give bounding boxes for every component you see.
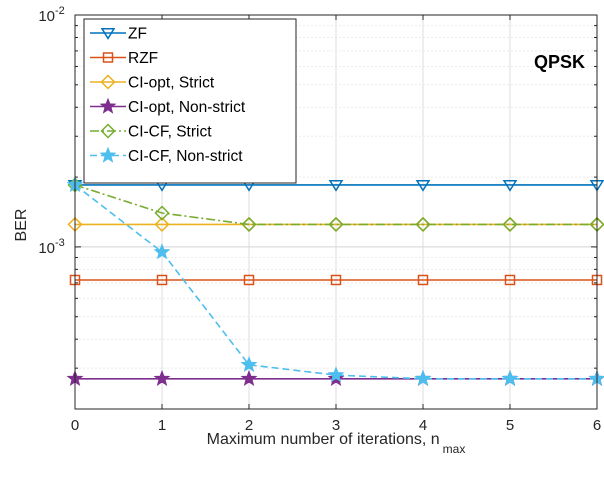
data-point [154, 216, 170, 232]
data-point [240, 355, 258, 373]
data-point [414, 369, 432, 386]
data-point [153, 243, 171, 260]
x-axis-title-main: Maximum number of iterations, n [207, 431, 440, 448]
data-point [502, 179, 518, 192]
legend: ZF RZF CI-opt, Strict CI-opt, Non-strict CI-… [83, 18, 297, 184]
data-point [241, 216, 257, 232]
annotation-text: QPSK [534, 52, 585, 72]
y-axis-title: BER [13, 209, 30, 242]
data-point [330, 274, 342, 286]
data-point [327, 366, 345, 383]
data-point [243, 274, 255, 286]
legend-label: CI-opt, Strict [128, 75, 215, 92]
y-tick-labels: 10-210-3 [38, 5, 64, 257]
y-tick-label-exponent: -2 [55, 5, 65, 17]
y-tick-label-base: 10 [38, 8, 55, 25]
legend-entry: CI-CF, Strict [90, 123, 212, 141]
legend-entry: RZF [90, 50, 158, 67]
legend-entry: CI-opt, Strict [90, 74, 215, 92]
x-axis-title: Maximum number of iterations, nmax [207, 431, 466, 456]
data-point [328, 216, 344, 232]
data-point [154, 205, 170, 221]
legend-entry: CI-CF, Non-strict [90, 146, 243, 165]
data-point [153, 369, 171, 386]
series-rzf [69, 274, 603, 286]
x-tick-label: 5 [506, 417, 514, 434]
legend-marker [99, 97, 117, 114]
x-axis-title-subscript: max [443, 442, 466, 456]
x-tick-label: 0 [71, 417, 79, 434]
y-tick-label: 10 [38, 240, 55, 257]
x-tick-label: 3 [332, 417, 340, 434]
y-tick-label: 10 [38, 8, 55, 25]
plot-frame [74, 14, 598, 410]
series-ci-cf-strict [67, 177, 604, 232]
series-line [74, 184, 597, 226]
data-point [156, 274, 168, 286]
legend-label: CI-opt, Non-strict [128, 99, 246, 116]
legend-label: ZF [128, 26, 147, 43]
x-tick-labels: 0 1 2 3 4 5 6 [71, 417, 601, 434]
data-point [415, 216, 431, 232]
x-tick-label: 6 [593, 417, 601, 434]
legend-entry: CI-opt, Non-strict [90, 97, 246, 116]
legend-label: CI-CF, Strict [128, 124, 212, 141]
data-point [328, 179, 344, 192]
data-point [504, 274, 516, 286]
x-tick-label: 4 [419, 417, 427, 434]
legend-entry: ZF [90, 26, 147, 43]
legend-marker [99, 146, 117, 163]
data-point [415, 179, 431, 192]
x-tick-label: 2 [245, 417, 253, 434]
legend-label: CI-CF, Non-strict [128, 148, 243, 165]
data-point [501, 369, 519, 386]
legend-label: RZF [128, 50, 158, 67]
legend-marker [100, 28, 116, 40]
x-tick-label: 1 [158, 417, 166, 434]
data-point [417, 274, 429, 286]
data-point [240, 369, 258, 386]
y-tick-label-base: 10 [38, 240, 55, 257]
legend-marker [102, 52, 114, 63]
legend-marker [100, 123, 116, 139]
y-tick-label-exponent: -3 [55, 237, 65, 249]
legend-box [83, 18, 297, 184]
legend-marker [100, 74, 116, 90]
data-point [502, 216, 518, 232]
